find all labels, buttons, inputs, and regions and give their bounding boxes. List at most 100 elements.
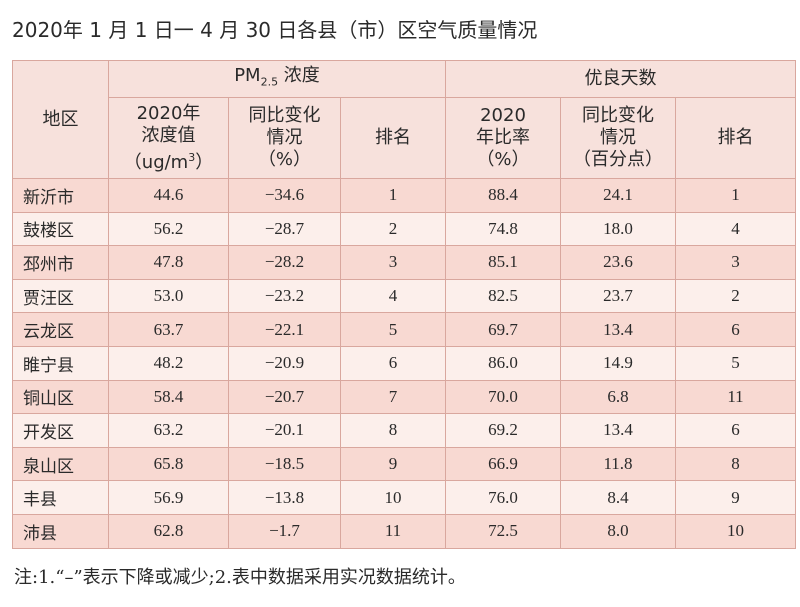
table-row: 邳州市 47.8 −28.2 3 85.1 23.6 3	[12, 245, 797, 280]
column-header: 2020年 浓度值 （ug/m3）	[108, 97, 229, 179]
table-row: 铜山区 58.4 −20.7 7 70.0 6.8 11	[12, 379, 797, 415]
table-row: 睢宁县 48.2 −20.9 6 86.0 14.9 5	[12, 345, 797, 381]
value-cell: 18.0	[560, 211, 676, 247]
value-cell: 53.0	[108, 278, 229, 314]
table-row: 开发区 63.2 −20.1 8 69.2 13.4 6	[12, 413, 797, 448]
value-cell: 14.9	[560, 345, 676, 381]
value-cell: 48.2	[108, 345, 229, 381]
value-cell: 10	[674, 513, 797, 549]
column-header: 同比变化 情况 （%）	[228, 97, 341, 179]
value-cell: 8.4	[560, 480, 676, 515]
header-line: （%）	[257, 149, 312, 170]
value-cell: 9	[674, 480, 797, 515]
header-line: 情况	[600, 127, 636, 148]
group-header: PM2.5 浓度	[108, 60, 446, 98]
region-cell: 邳州市	[12, 245, 109, 280]
header-line: 同比变化	[582, 105, 654, 126]
group-title: 优良天数	[584, 68, 657, 89]
value-cell: 24.1	[560, 178, 676, 213]
superscript: 3	[188, 150, 196, 164]
column-header: 2020 年比率 （%）	[445, 97, 561, 179]
region-cell: 铜山区	[12, 379, 109, 415]
table-row: 沛县 62.8 −1.7 11 72.5 8.0 10	[12, 513, 797, 549]
region-header: 地区	[12, 60, 109, 179]
value-cell: −23.2	[228, 278, 341, 314]
title: 2020年 1 月 1 日一 4 月 30 日各县（市）区空气质量情况	[12, 18, 538, 42]
value-cell: 13.4	[560, 413, 676, 448]
value-cell: 2	[674, 278, 797, 314]
region-cell: 云龙区	[12, 312, 109, 347]
value-cell: 23.6	[560, 245, 676, 280]
value-cell: 56.9	[108, 480, 229, 515]
table-row: 泉山区 65.8 −18.5 9 66.9 11.8 8	[12, 446, 797, 482]
value-cell: 65.8	[108, 446, 229, 482]
table-row: 鼓楼区 56.2 −28.7 2 74.8 18.0 4	[12, 211, 797, 247]
value-cell: −22.1	[228, 312, 341, 347]
column-header: 排名	[340, 97, 446, 179]
value-cell: 66.9	[445, 446, 561, 482]
value-cell: −18.5	[228, 446, 341, 482]
value-cell: 44.6	[108, 178, 229, 213]
value-cell: 63.7	[108, 312, 229, 347]
value-cell: 74.8	[445, 211, 561, 247]
value-cell: 4	[674, 211, 797, 247]
value-cell: 69.7	[445, 312, 561, 347]
table-row: 新沂市 44.6 −34.6 1 88.4 24.1 1	[12, 178, 797, 213]
region-cell: 睢宁县	[12, 345, 109, 381]
header-line: （%）	[476, 149, 530, 170]
region-cell: 开发区	[12, 413, 109, 448]
value-cell: 88.4	[445, 178, 561, 213]
value-cell: 47.8	[108, 245, 229, 280]
value-cell: −20.1	[228, 413, 341, 448]
header-unit: （ug/m3）	[109, 147, 228, 174]
column-header: 同比变化 情况 （百分点）	[560, 97, 676, 179]
value-cell: 7	[340, 379, 446, 415]
value-cell: 1	[340, 178, 446, 213]
value-cell: 6.8	[560, 379, 676, 415]
value-cell: −34.6	[228, 178, 341, 213]
subscript: 2.5	[260, 75, 279, 89]
unit-text: ）	[195, 151, 214, 173]
value-cell: 56.2	[108, 211, 229, 247]
value-cell: 69.2	[445, 413, 561, 448]
value-cell: 10	[340, 480, 446, 515]
value-cell: 62.8	[108, 513, 229, 549]
region-cell: 贾汪区	[12, 278, 109, 314]
region-cell: 鼓楼区	[12, 211, 109, 247]
group-title-tail: 浓度	[278, 64, 320, 86]
value-cell: −20.7	[228, 379, 341, 415]
region-cell: 沛县	[12, 513, 109, 549]
table-row: 云龙区 63.7 −22.1 5 69.7 13.4 6	[12, 312, 797, 347]
header-line: 排名	[375, 127, 411, 148]
unit-text: （ug/m	[123, 151, 189, 173]
value-cell: 1	[674, 178, 797, 213]
header-line: 排名	[717, 127, 754, 148]
value-cell: 6	[674, 413, 797, 448]
header-line: 情况	[266, 127, 303, 148]
value-cell: 58.4	[108, 379, 229, 415]
table-body: 新沂市 44.6 −34.6 1 88.4 24.1 1 鼓楼区 56.2 −28.7 2 74.8 1…	[12, 178, 797, 549]
value-cell: 5	[340, 312, 446, 347]
data-table: 地区 PM2.5 浓度 优良天数 2020年 浓度值 （ug/m3） 同比变化 情况 （%） 排名…	[12, 60, 797, 549]
value-cell: 11.8	[560, 446, 676, 482]
table-row: 贾汪区 53.0 −23.2 4 82.5 23.7 2	[12, 278, 797, 314]
header-line: 2020年	[136, 102, 201, 124]
table-row: 丰县 56.9 −13.8 10 76.0 8.4 9	[12, 480, 797, 515]
group-header: 优良天数	[444, 60, 797, 98]
value-cell: 3	[340, 245, 446, 280]
value-cell: 3	[674, 245, 797, 280]
value-cell: 23.7	[560, 278, 676, 314]
value-cell: 86.0	[445, 345, 561, 381]
column-header-row: 2020年 浓度值 （ug/m3） 同比变化 情况 （%） 排名 2020 年比率 （%） 同比变化…	[13, 97, 797, 179]
header-line: 年比率	[476, 127, 530, 148]
value-cell: −1.7	[228, 513, 341, 549]
region-cell: 新沂市	[12, 178, 109, 213]
header-line: 2020	[480, 105, 526, 126]
value-cell: 76.0	[445, 480, 561, 515]
group-title: PM	[234, 64, 261, 86]
region-cell: 泉山区	[12, 446, 109, 482]
value-cell: −28.7	[228, 211, 341, 247]
value-cell: 9	[340, 446, 446, 482]
region-cell: 丰县	[12, 480, 109, 515]
